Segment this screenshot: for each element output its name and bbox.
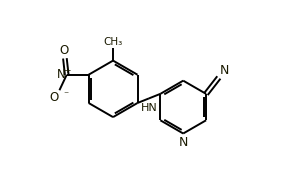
Text: ⁻: ⁻ (63, 90, 68, 100)
Text: O: O (60, 44, 68, 57)
Text: N: N (179, 136, 188, 149)
Text: O: O (49, 91, 59, 104)
Text: N: N (57, 68, 66, 81)
Text: CH₃: CH₃ (103, 37, 123, 47)
Text: +: + (63, 66, 71, 75)
Text: N: N (220, 64, 229, 77)
Text: HN: HN (141, 103, 157, 113)
